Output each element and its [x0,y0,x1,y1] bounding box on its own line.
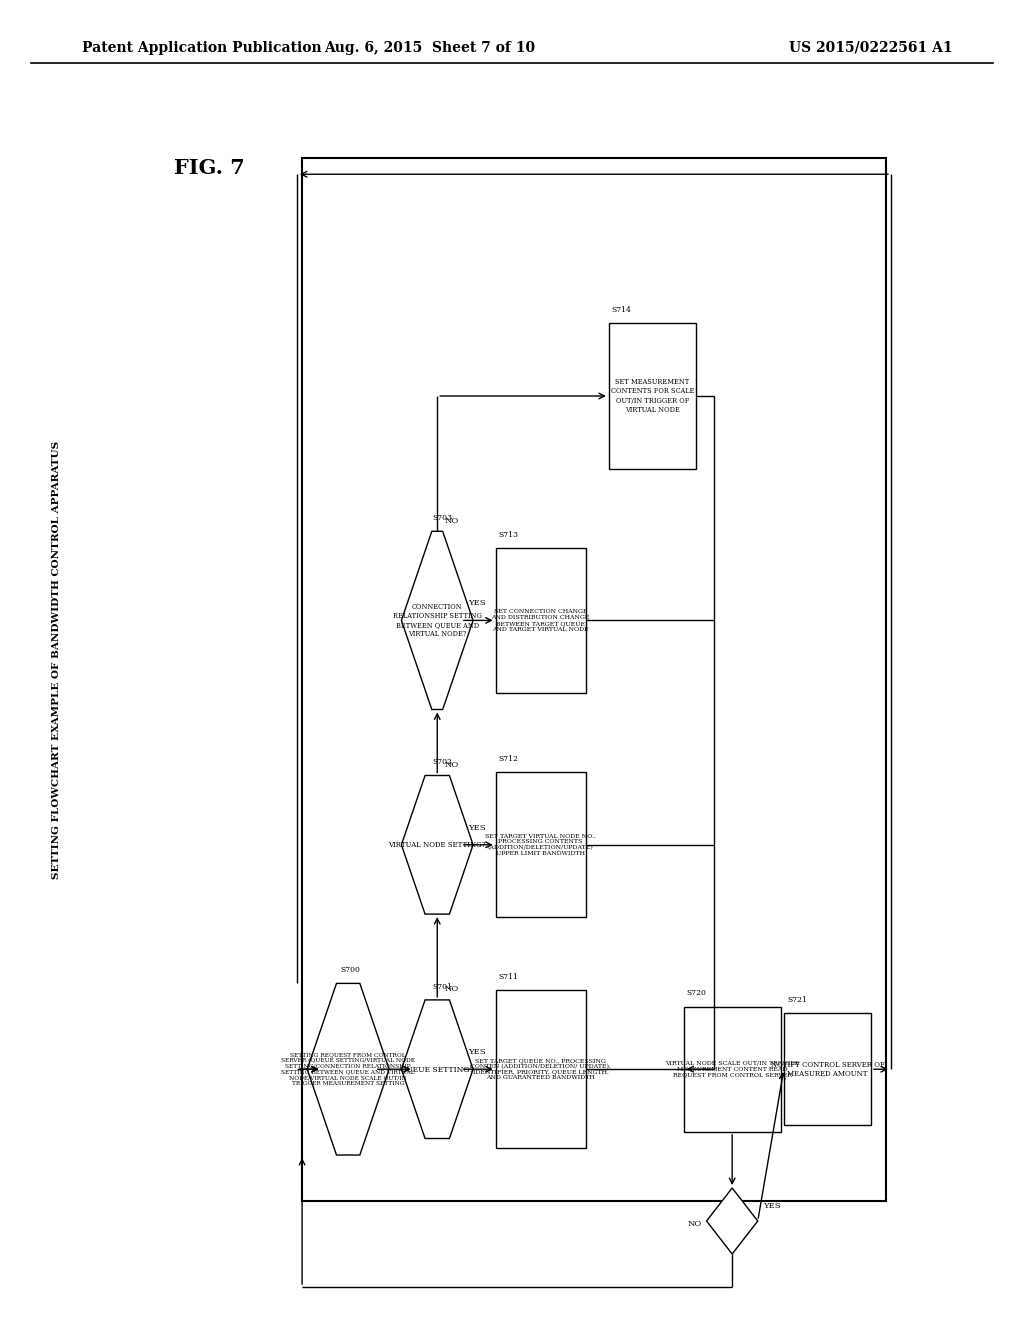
Bar [784,1014,870,1125]
Bar [496,990,586,1148]
Text: SETTING REQUEST FROM CONTROL
SERVER (QUEUE SETTING/VIRTUAL NODE
SETTING/CONNECTI: SETTING REQUEST FROM CONTROL SERVER (QUE… [282,1052,415,1086]
Polygon shape [401,776,473,913]
Text: NO: NO [444,516,459,524]
Text: S711: S711 [499,973,518,981]
Text: YES: YES [468,1048,485,1056]
Text: SET CONNECTION CHANGE
AND DISTRIBUTION CHANGE
BETWEEN TARGET QUEUE
AND TARGET VI: SET CONNECTION CHANGE AND DISTRIBUTION C… [492,610,590,631]
Text: QUEUE SETTING?: QUEUE SETTING? [400,1065,474,1073]
Text: CONNECTION
RELATIONSHIP SETTING
BETWEEN QUEUE AND
VIRTUAL NODE?: CONNECTION RELATIONSHIP SETTING BETWEEN … [393,603,481,638]
Text: NO: NO [444,760,459,768]
Text: YES: YES [468,824,485,832]
Text: S703: S703 [432,513,453,521]
Text: S713: S713 [499,531,519,539]
Text: SET MEASUREMENT
CONTENTS FOR SCALE
OUT/IN TRIGGER OF
VIRTUAL NODE: SET MEASUREMENT CONTENTS FOR SCALE OUT/I… [610,379,694,413]
Text: Aug. 6, 2015  Sheet 7 of 10: Aug. 6, 2015 Sheet 7 of 10 [325,41,536,54]
Text: S701: S701 [432,982,452,990]
Text: YES: YES [468,599,485,607]
Text: S712: S712 [499,755,518,763]
Text: SET TARGET VIRTUAL NODE NO.,
PROCESSING CONTENTS
(ADDITION/DELETION/UPDATE)
UPPE: SET TARGET VIRTUAL NODE NO., PROCESSING … [485,833,596,857]
Text: S714: S714 [612,306,632,314]
Bar [496,548,586,693]
Text: Patent Application Publication: Patent Application Publication [82,41,322,54]
Bar [684,1006,780,1131]
Text: S700: S700 [340,966,359,974]
Bar [302,158,886,1201]
Text: SET TARGET QUEUE NO., PROCESSING
CONTEN (ADDITION/DELETION/ UPDATE),
IDENTIFIER,: SET TARGET QUEUE NO., PROCESSING CONTEN … [470,1057,611,1081]
Text: S702: S702 [432,758,452,766]
Polygon shape [307,983,389,1155]
Polygon shape [707,1188,758,1254]
Polygon shape [401,1001,473,1138]
Text: YES: YES [763,1203,780,1210]
Polygon shape [401,531,473,710]
Text: US 2015/0222561 A1: US 2015/0222561 A1 [788,41,952,54]
Bar [496,772,586,917]
Text: NO: NO [444,985,459,993]
Text: NO: NO [687,1220,701,1228]
Text: FIG. 7: FIG. 7 [174,158,245,178]
Text: VIRTUAL NODE SCALE OUT/IN TRIGGER
MEASUREMENT CONTENT READ
REQUEST FROM CONTROL : VIRTUAL NODE SCALE OUT/IN TRIGGER MEASUR… [665,1061,800,1077]
Text: S720: S720 [686,989,707,998]
Text: SETTING FLOWCHART EXAMPLE OF BANDWIDTH CONTROL APPARATUS: SETTING FLOWCHART EXAMPLE OF BANDWIDTH C… [52,441,60,879]
Text: VIRTUAL NODE SETTING?: VIRTUAL NODE SETTING? [388,841,486,849]
Text: NOTIFY CONTROL SERVER OF
MEASURED AMOUNT: NOTIFY CONTROL SERVER OF MEASURED AMOUNT [770,1060,885,1078]
Text: S721: S721 [787,995,807,1003]
Bar [608,323,696,469]
